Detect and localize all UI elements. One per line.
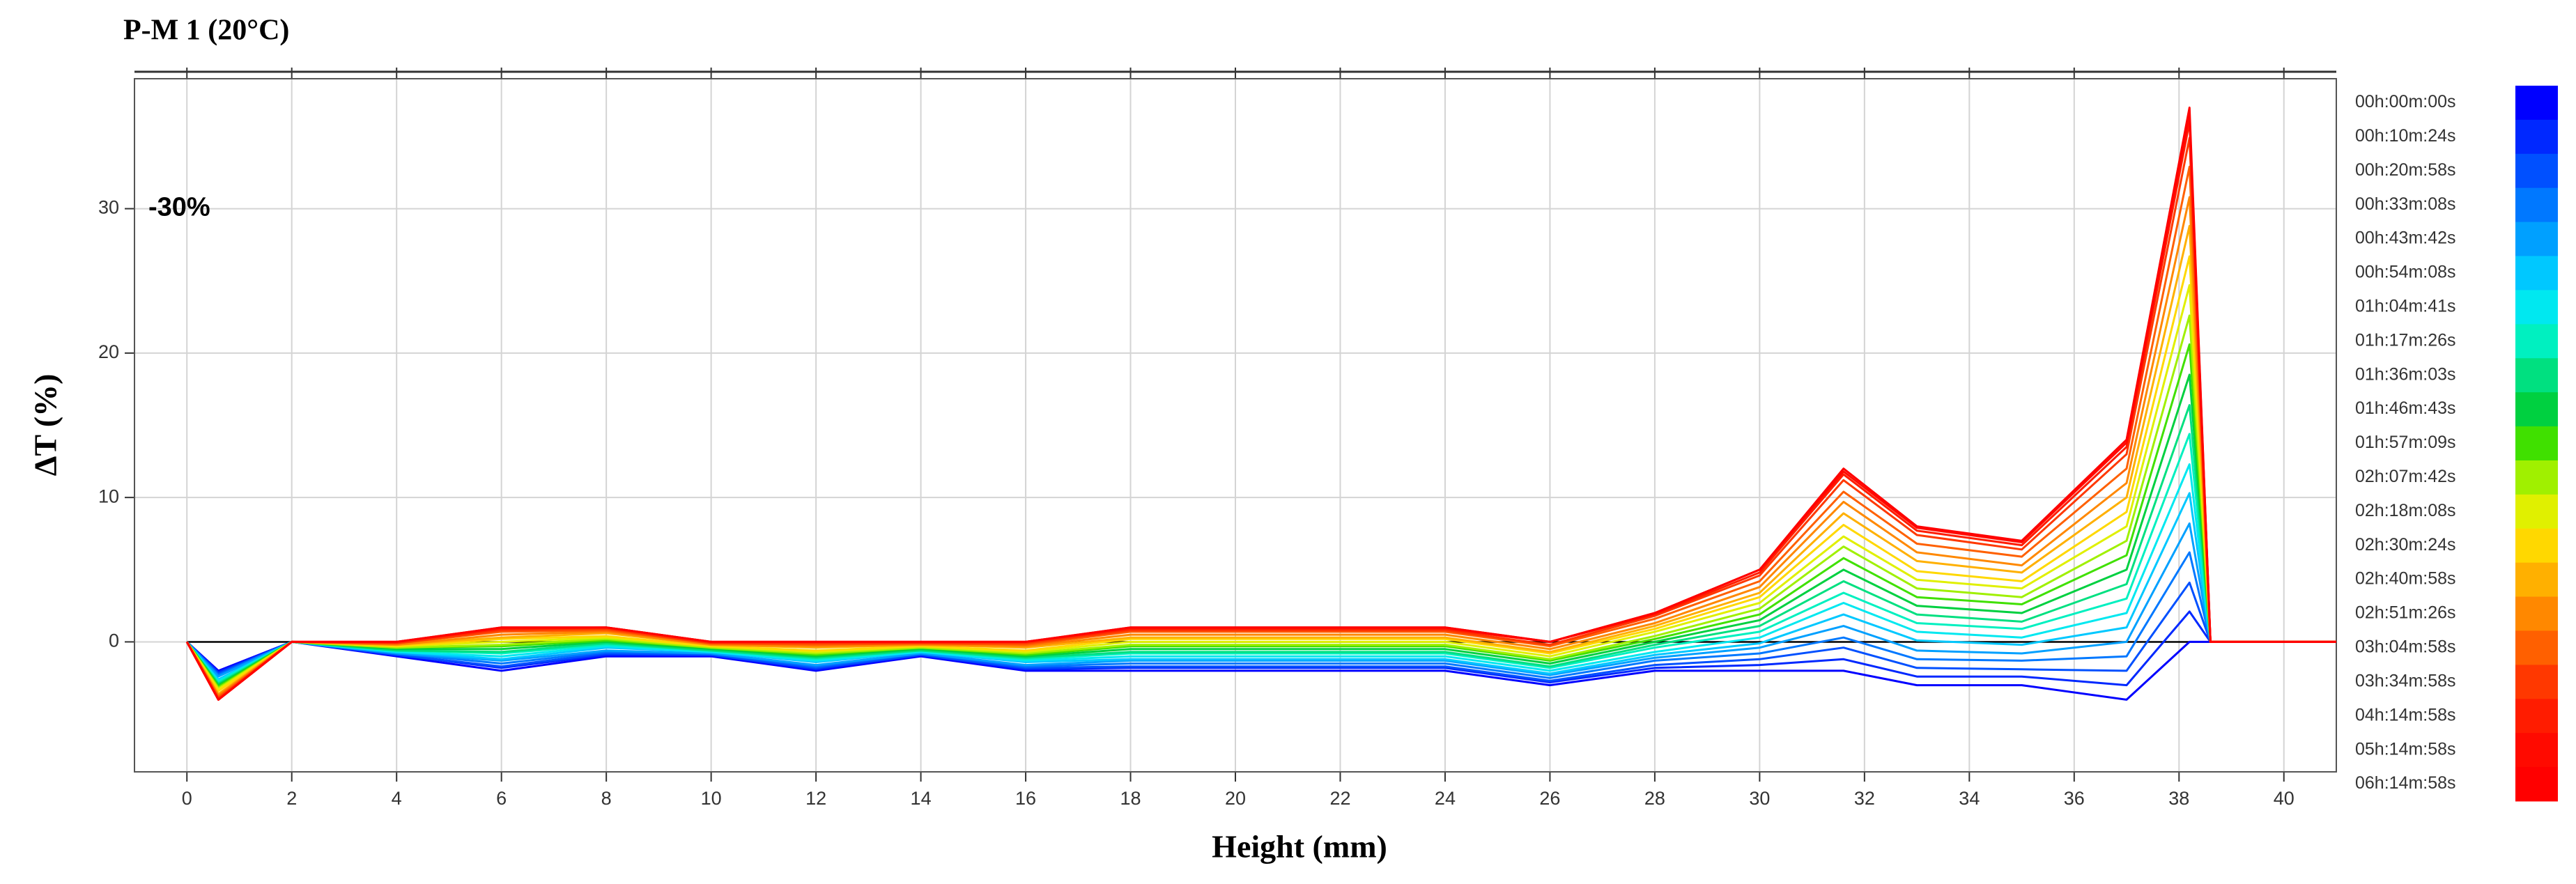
legend-swatch xyxy=(2515,86,2558,121)
legend-label: 03h:34m:58s xyxy=(2355,671,2456,690)
legend-label: 02h:51m:26s xyxy=(2355,603,2456,623)
legend-swatch xyxy=(2515,392,2558,427)
legend-label: 00h:43m:42s xyxy=(2355,228,2456,248)
data-line xyxy=(186,522,2336,678)
x-tick-label: 8 xyxy=(601,788,612,809)
legend-swatch xyxy=(2515,324,2558,359)
legend-swatch xyxy=(2515,733,2558,768)
data-line xyxy=(185,224,2336,695)
data-line xyxy=(185,137,2336,699)
x-tick-label: 36 xyxy=(2064,788,2085,809)
legend-swatch xyxy=(2515,460,2558,495)
data-line xyxy=(186,492,2336,681)
y-tick-label: 0 xyxy=(109,630,119,651)
legend-label: 02h:30m:24s xyxy=(2355,535,2456,555)
annotation: -30% xyxy=(148,193,210,222)
data-line xyxy=(186,551,2336,679)
x-tick-label: 34 xyxy=(1959,788,1980,809)
legend-label: 01h:46m:43s xyxy=(2355,398,2456,418)
data-line xyxy=(185,196,2336,697)
legend-label: 00h:10m:24s xyxy=(2355,126,2456,146)
legend-label: 01h:36m:03s xyxy=(2355,364,2456,384)
x-tick-label: 40 xyxy=(2274,788,2295,809)
legend-swatch xyxy=(2515,596,2558,631)
x-tick-label: 2 xyxy=(286,788,297,809)
legend-swatch xyxy=(2515,494,2558,529)
data-line xyxy=(185,165,2336,698)
y-tick-label: 10 xyxy=(98,486,119,506)
data-line xyxy=(186,640,2336,701)
chart-title: P-M 1 (20°C) xyxy=(123,15,289,47)
legend-label: 00h:33m:08s xyxy=(2355,194,2456,214)
legend-swatch xyxy=(2515,665,2558,699)
y-tick-label: 20 xyxy=(98,341,119,362)
legend-label: 00h:20m:58s xyxy=(2355,160,2456,180)
legend-swatch xyxy=(2515,222,2558,257)
x-axis-label: Height (mm) xyxy=(1212,829,1387,864)
y-tick-label: 30 xyxy=(98,197,119,218)
data-line xyxy=(186,581,2336,682)
legend-label: 02h:07m:42s xyxy=(2355,467,2456,486)
legend-label: 02h:18m:08s xyxy=(2355,501,2456,520)
legend-label: 03h:04m:58s xyxy=(2355,637,2456,657)
x-tick-label: 0 xyxy=(182,788,192,809)
legend-label: 00h:54m:08s xyxy=(2355,263,2456,282)
legend-label: 01h:04m:41s xyxy=(2355,296,2456,316)
legend-swatch xyxy=(2515,528,2558,564)
x-tick-label: 24 xyxy=(1435,788,1456,809)
y-axis-label: ΔT (%) xyxy=(28,374,63,476)
legend-swatch xyxy=(2515,767,2558,802)
x-tick-label: 28 xyxy=(1644,788,1665,809)
data-line xyxy=(186,463,2336,682)
data-line xyxy=(185,343,2336,688)
legend-label: 05h:14m:58s xyxy=(2355,739,2456,759)
legend-swatch xyxy=(2515,256,2558,290)
x-tick-label: 38 xyxy=(2168,788,2189,809)
x-tick-label: 26 xyxy=(1539,788,1560,809)
legend-label: 02h:40m:58s xyxy=(2355,569,2456,589)
legend-swatch xyxy=(2515,630,2558,665)
data-line xyxy=(185,107,2336,701)
x-tick-label: 16 xyxy=(1015,788,1036,809)
legend-swatch xyxy=(2515,358,2558,393)
legend-label: 00h:00m:00s xyxy=(2355,92,2456,111)
x-tick-label: 6 xyxy=(496,788,507,809)
x-tick-label: 12 xyxy=(805,788,826,809)
legend-label: 01h:17m:26s xyxy=(2355,330,2456,350)
x-tick-label: 22 xyxy=(1329,788,1350,809)
x-tick-label: 18 xyxy=(1120,788,1141,809)
data-line xyxy=(185,284,2336,691)
legend-swatch xyxy=(2515,699,2558,734)
data-line xyxy=(186,404,2336,685)
data-line xyxy=(185,255,2336,692)
data-line xyxy=(186,433,2336,683)
legend-swatch xyxy=(2515,119,2558,155)
data-line xyxy=(186,610,2336,687)
data-line xyxy=(185,373,2336,687)
legend-swatch xyxy=(2515,562,2558,598)
legend-swatch xyxy=(2515,290,2558,325)
plot-frame xyxy=(134,78,2337,773)
data-line xyxy=(185,314,2336,690)
legend-label: 06h:14m:58s xyxy=(2355,773,2456,793)
x-tick-label: 10 xyxy=(701,788,722,809)
x-tick-label: 4 xyxy=(392,788,402,809)
legend-label: 04h:14m:58s xyxy=(2355,705,2456,724)
legend-label: 01h:57m:09s xyxy=(2355,433,2456,452)
data-line xyxy=(185,121,2336,701)
legend-swatch xyxy=(2515,153,2558,189)
legend-swatch xyxy=(2515,187,2558,223)
legend-swatch xyxy=(2515,426,2558,461)
x-tick-label: 32 xyxy=(1854,788,1875,809)
x-tick-label: 30 xyxy=(1749,788,1770,809)
x-tick-label: 20 xyxy=(1225,788,1246,809)
x-tick-label: 14 xyxy=(911,788,932,809)
